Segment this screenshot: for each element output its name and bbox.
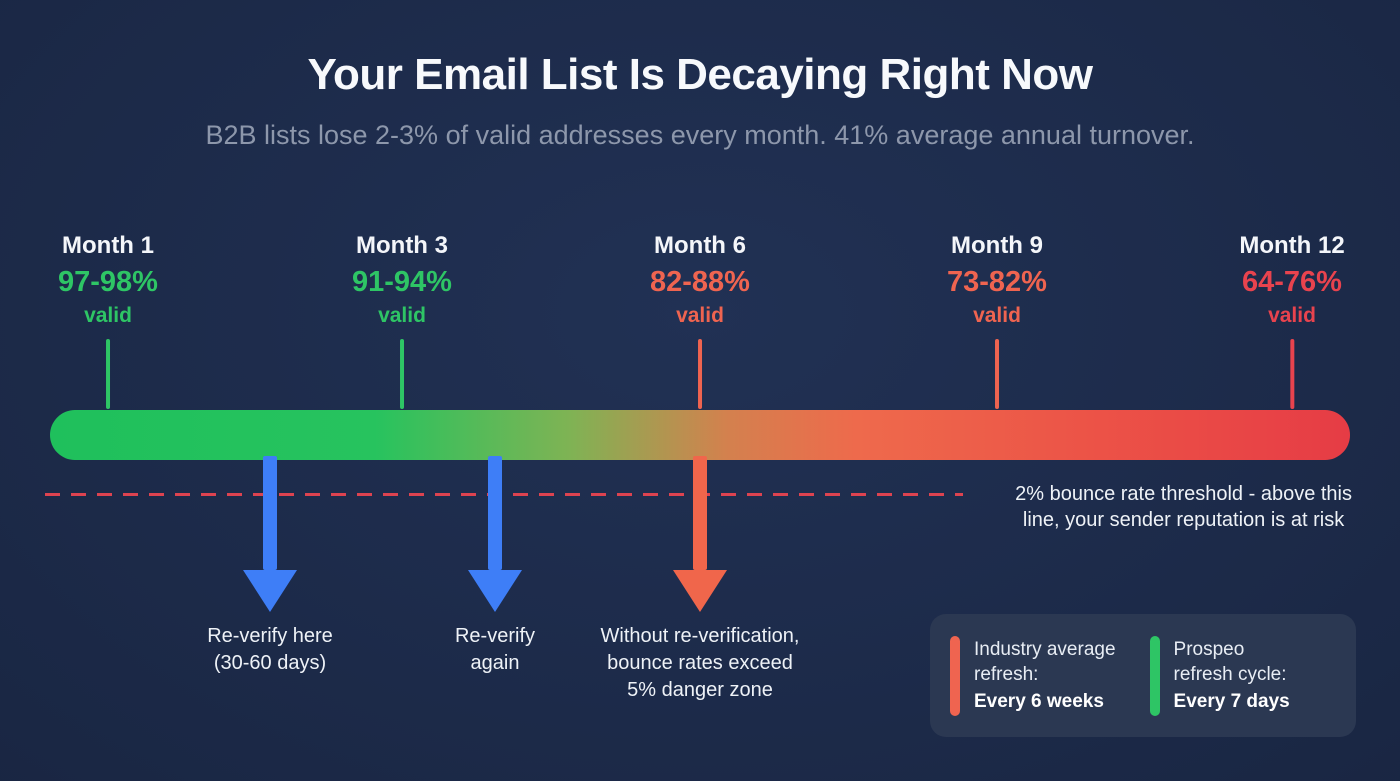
milestone-month-3: Month 3 91-94% valid <box>352 232 452 409</box>
danger-arrow <box>673 456 727 612</box>
month-label: Month 1 <box>62 232 154 259</box>
page-title: Your Email List Is Decaying Right Now <box>307 50 1093 99</box>
arrow-head-icon <box>673 570 727 612</box>
tick-line <box>995 339 999 409</box>
bounce-threshold-dashed-line <box>45 493 963 496</box>
valid-range: 82-88% <box>650 266 750 298</box>
legend-label: Industry average refresh: <box>974 639 1116 685</box>
month-label: Month 12 <box>1239 232 1345 259</box>
milestone-month-1: Month 1 97-98% valid <box>58 232 158 409</box>
green-pill-icon <box>1149 635 1160 716</box>
tick-line <box>1289 339 1294 409</box>
legend-card: Industry average refresh: Every 6 weeks … <box>930 614 1356 737</box>
legend-item-prospeo: Prospeo refresh cycle: Every 7 days <box>1149 635 1290 716</box>
valid-label: valid <box>378 304 426 327</box>
milestone-month-6: Month 6 82-88% valid <box>650 232 750 409</box>
arrow-head-icon <box>468 570 522 612</box>
annotation-reverify-again: Re-verify again <box>454 625 535 674</box>
milestone-month-9: Month 9 73-82% valid <box>947 232 1047 409</box>
page-subtitle: B2B lists lose 2-3% of valid addresses e… <box>205 120 1195 150</box>
arrow-shaft <box>488 456 502 570</box>
annotation-reverify-here: Re-verify here (30-60 days) <box>207 625 333 674</box>
legend-value: Every 7 days <box>1173 691 1290 712</box>
tick-line <box>400 339 404 409</box>
valid-range: 73-82% <box>947 266 1047 298</box>
milestone-month-12: Month 12 64-76% valid <box>1239 232 1345 409</box>
bounce-threshold-caption: 2% bounce rate threshold - above this li… <box>1015 483 1352 531</box>
legend-value: Every 6 weeks <box>974 691 1104 712</box>
tick-line <box>698 339 702 409</box>
valid-label: valid <box>973 304 1021 327</box>
orange-pill-icon <box>950 635 960 716</box>
tick-line <box>106 339 110 409</box>
valid-range: 64-76% <box>1242 266 1342 298</box>
valid-range: 97-98% <box>58 266 158 298</box>
annotation-danger-zone: Without re-verification, bounce rates ex… <box>600 625 800 701</box>
legend-label: Prospeo refresh cycle: <box>1173 639 1287 685</box>
valid-label: valid <box>676 304 724 327</box>
valid-label: valid <box>84 304 132 327</box>
valid-label: valid <box>1268 304 1316 327</box>
valid-range: 91-94% <box>352 266 452 298</box>
arrow-shaft <box>263 456 277 570</box>
month-label: Month 3 <box>356 232 448 259</box>
reverify-arrow-1 <box>243 456 297 612</box>
reverify-arrow-2 <box>468 456 522 612</box>
legend-text: Industry average refresh: Every 6 weeks <box>974 637 1116 714</box>
month-label: Month 9 <box>951 232 1043 259</box>
arrow-head-icon <box>243 570 297 612</box>
legend-item-industry-average: Industry average refresh: Every 6 weeks <box>950 635 1116 716</box>
month-label: Month 6 <box>654 232 746 259</box>
decay-gradient-bar <box>50 410 1350 460</box>
arrow-shaft <box>693 456 707 570</box>
legend-text: Prospeo refresh cycle: Every 7 days <box>1174 637 1290 714</box>
